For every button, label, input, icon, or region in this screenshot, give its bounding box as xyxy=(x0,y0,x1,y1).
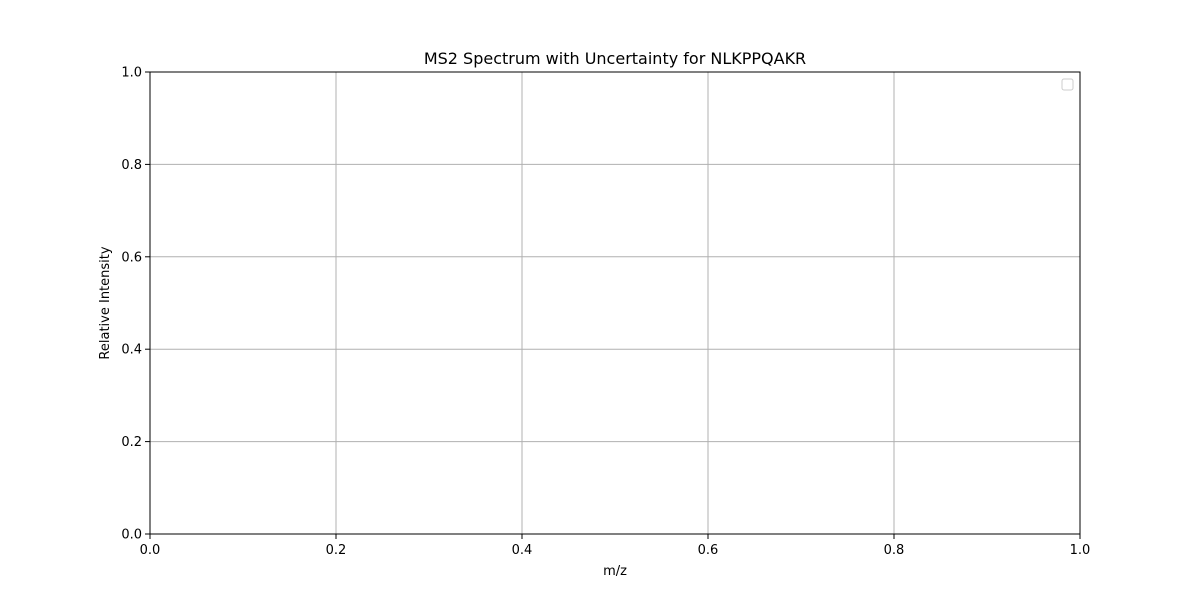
y-tick-label: 0.6 xyxy=(121,250,142,265)
y-tick-label: 0.0 xyxy=(121,528,142,543)
y-tick-label: 1.0 xyxy=(121,66,142,81)
x-axis-label: m/z xyxy=(603,564,627,579)
y-tick-label: 0.4 xyxy=(121,343,142,358)
plot-area-frame xyxy=(149,71,1081,535)
y-tick-label: 0.8 xyxy=(121,158,142,173)
x-tick-label: 0.4 xyxy=(512,543,533,558)
x-axis-ticks: 0.0 0.2 0.4 0.6 0.8 1.0 xyxy=(140,534,1091,558)
grid-lines xyxy=(149,71,1081,535)
x-tick-label: 1.0 xyxy=(1070,543,1091,558)
y-tick-label: 0.2 xyxy=(121,435,142,450)
legend-box xyxy=(1061,78,1074,91)
x-tick-label: 0.2 xyxy=(326,543,347,558)
x-tick-label: 0.0 xyxy=(140,543,161,558)
y-axis-ticks: 0.0 0.2 0.4 0.6 0.8 1.0 xyxy=(121,66,150,543)
chart-title: MS2 Spectrum with Uncertainty for NLKPPQ… xyxy=(424,49,806,68)
x-tick-label: 0.8 xyxy=(884,543,905,558)
x-tick-label: 0.6 xyxy=(698,543,719,558)
y-axis-label: Relative Intensity xyxy=(98,246,113,359)
